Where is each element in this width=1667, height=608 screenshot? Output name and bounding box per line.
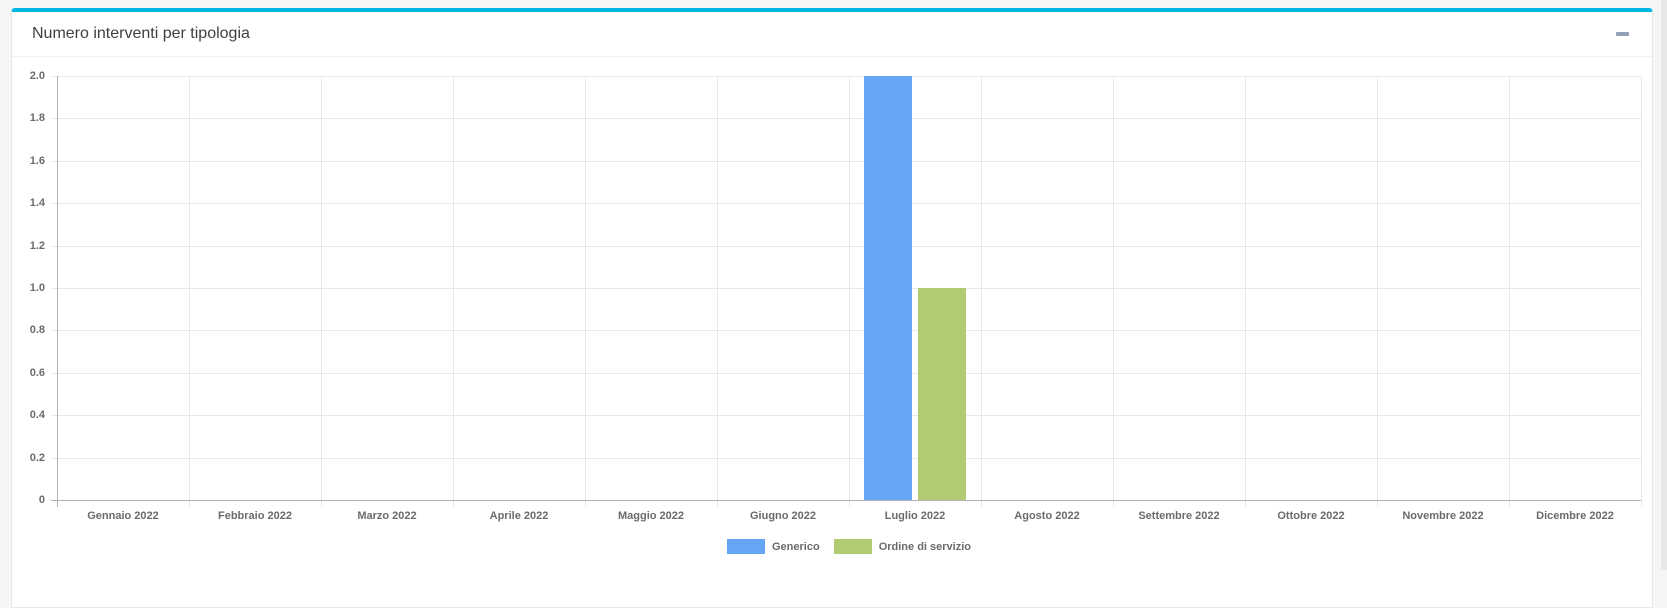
y-gridline	[51, 245, 1641, 247]
y-gridline	[51, 457, 1641, 459]
x-gridline	[1641, 76, 1642, 507]
legend-swatch	[727, 539, 765, 554]
x-axis-category-label: Gennaio 2022	[87, 510, 159, 522]
x-axis-category-label: Ottobre 2022	[1277, 510, 1345, 522]
x-gridline	[1377, 76, 1378, 507]
x-gridline	[1509, 76, 1510, 507]
chart-legend: Generico Ordine di servizio	[57, 539, 1641, 554]
x-axis-category-label: Settembre 2022	[1138, 510, 1220, 522]
legend-label: Generico	[772, 540, 820, 553]
y-gridline	[51, 203, 1641, 205]
y-axis-tick-label: 0	[38, 494, 45, 506]
x-axis-category-label: Agosto 2022	[1014, 510, 1080, 522]
x-axis-category-label: Aprile 2022	[489, 510, 549, 522]
legend-swatch	[833, 539, 872, 554]
y-gridline	[51, 288, 1641, 289]
legend-item-ordine-di-servizio[interactable]: Ordine di servizio	[833, 539, 971, 554]
x-gridline	[1245, 76, 1246, 507]
y-axis-tick-label: 1.2	[29, 239, 45, 252]
y-gridline	[51, 372, 1641, 374]
x-gridline	[1113, 76, 1114, 507]
bar-ordine-di-servizio[interactable]	[918, 288, 966, 500]
x-gridline	[321, 76, 322, 507]
y-axis-tick-label: 0.2	[29, 451, 45, 464]
page-scrollbar[interactable]	[1661, 0, 1667, 570]
legend-label: Ordine di servizio	[878, 540, 971, 553]
panel-header: Numero interventi per tipologia	[12, 12, 1652, 57]
x-gridline	[453, 76, 454, 507]
chart-panel: Numero interventi per tipologia 0 0.2 0.4 0…	[11, 8, 1653, 608]
y-axis-tick-label: 0.6	[29, 366, 45, 379]
y-gridline	[51, 415, 1641, 417]
y-gridline	[51, 160, 1641, 162]
bar-generico[interactable]	[864, 76, 912, 500]
x-gridline	[189, 76, 190, 507]
y-axis-tick-label: 1.0	[29, 282, 45, 294]
x-gridline	[585, 76, 586, 507]
bar-chart: 0 0.2 0.4 0.6 0.8 1.0 1.2 1.4 1.6 1.8 2.0 Gennaio 2…	[30, 70, 1642, 554]
y-axis-tick-label: 0.8	[29, 324, 45, 337]
y-gridline	[51, 76, 1641, 77]
x-gridline	[981, 76, 982, 507]
x-axis-line	[51, 500, 1641, 501]
y-axis-tick-label: 1.4	[29, 197, 45, 210]
y-axis-tick-label: 2.0	[29, 70, 45, 82]
collapse-panel-button[interactable]	[1613, 26, 1632, 42]
x-axis-category-label: Marzo 2022	[357, 510, 417, 522]
y-gridline	[51, 118, 1641, 120]
legend-item-generico[interactable]: Generico	[727, 539, 820, 554]
y-gridline	[51, 330, 1641, 332]
y-axis-tick-label: 1.8	[29, 112, 45, 125]
x-axis-category-label: Febbraio 2022	[218, 510, 292, 522]
y-axis-line	[57, 76, 58, 507]
x-axis-category-label: Novembre 2022	[1402, 510, 1484, 522]
y-axis-tick-label: 0.4	[29, 409, 45, 422]
panel-title: Numero interventi per tipologia	[32, 25, 250, 42]
x-gridline	[849, 76, 850, 507]
x-axis-category-label: Dicembre 2022	[1536, 510, 1614, 522]
x-axis-category-label: Maggio 2022	[617, 510, 685, 522]
x-axis-category-label: Luglio 2022	[884, 510, 946, 522]
minus-icon	[1616, 32, 1629, 36]
x-gridline	[717, 76, 718, 507]
x-axis-category-label: Giugno 2022	[749, 510, 817, 522]
y-axis-tick-label: 1.6	[29, 154, 45, 167]
